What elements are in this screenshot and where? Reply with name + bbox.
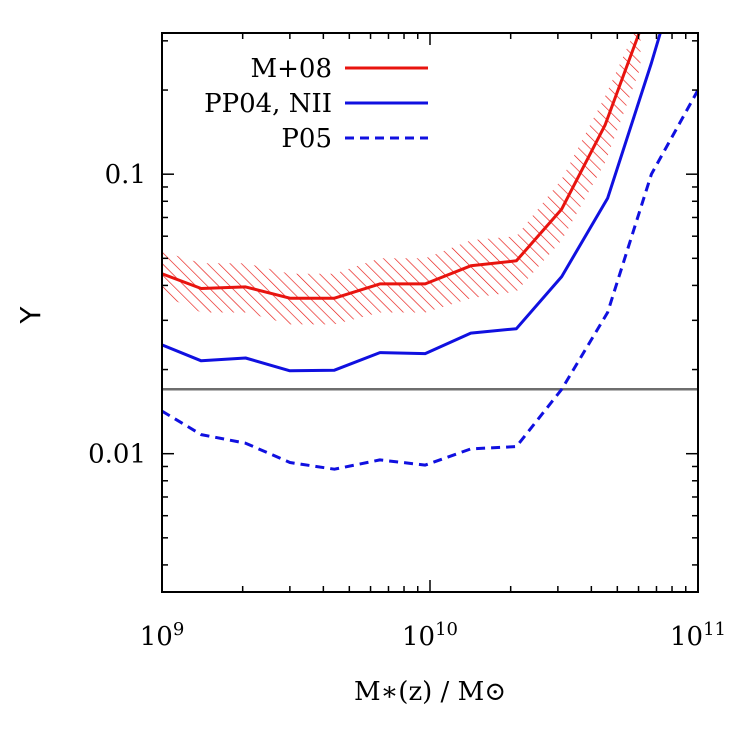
legend-label-pp04-nii: PP04, NII xyxy=(204,89,332,119)
x-tick-label: 1011 xyxy=(670,619,726,652)
legend: M+08 PP04, NII P05 xyxy=(204,54,428,154)
tick-labels: 109 1010 1011 0.01 0.1 xyxy=(88,160,726,652)
y-tick-label: 0.1 xyxy=(105,160,146,190)
uncertainty-bands xyxy=(162,33,641,325)
x-axis-title: M∗(z) / M⊙ xyxy=(354,677,506,707)
y-tick-label: 0.01 xyxy=(88,440,146,470)
legend-label-m-08: M+08 xyxy=(251,54,333,84)
series-line-pp04-nii xyxy=(162,33,662,373)
legend-label-p05: P05 xyxy=(281,124,332,154)
series-line-m-08 xyxy=(162,33,641,300)
x-tick-label: 109 xyxy=(140,619,185,652)
series-lines xyxy=(162,33,698,471)
series-line-p05 xyxy=(162,89,698,471)
band-m-08 xyxy=(162,33,641,325)
plot-frame xyxy=(161,32,699,593)
y-axis-title: Y xyxy=(14,306,47,325)
x-tick-label: 1010 xyxy=(402,619,458,652)
